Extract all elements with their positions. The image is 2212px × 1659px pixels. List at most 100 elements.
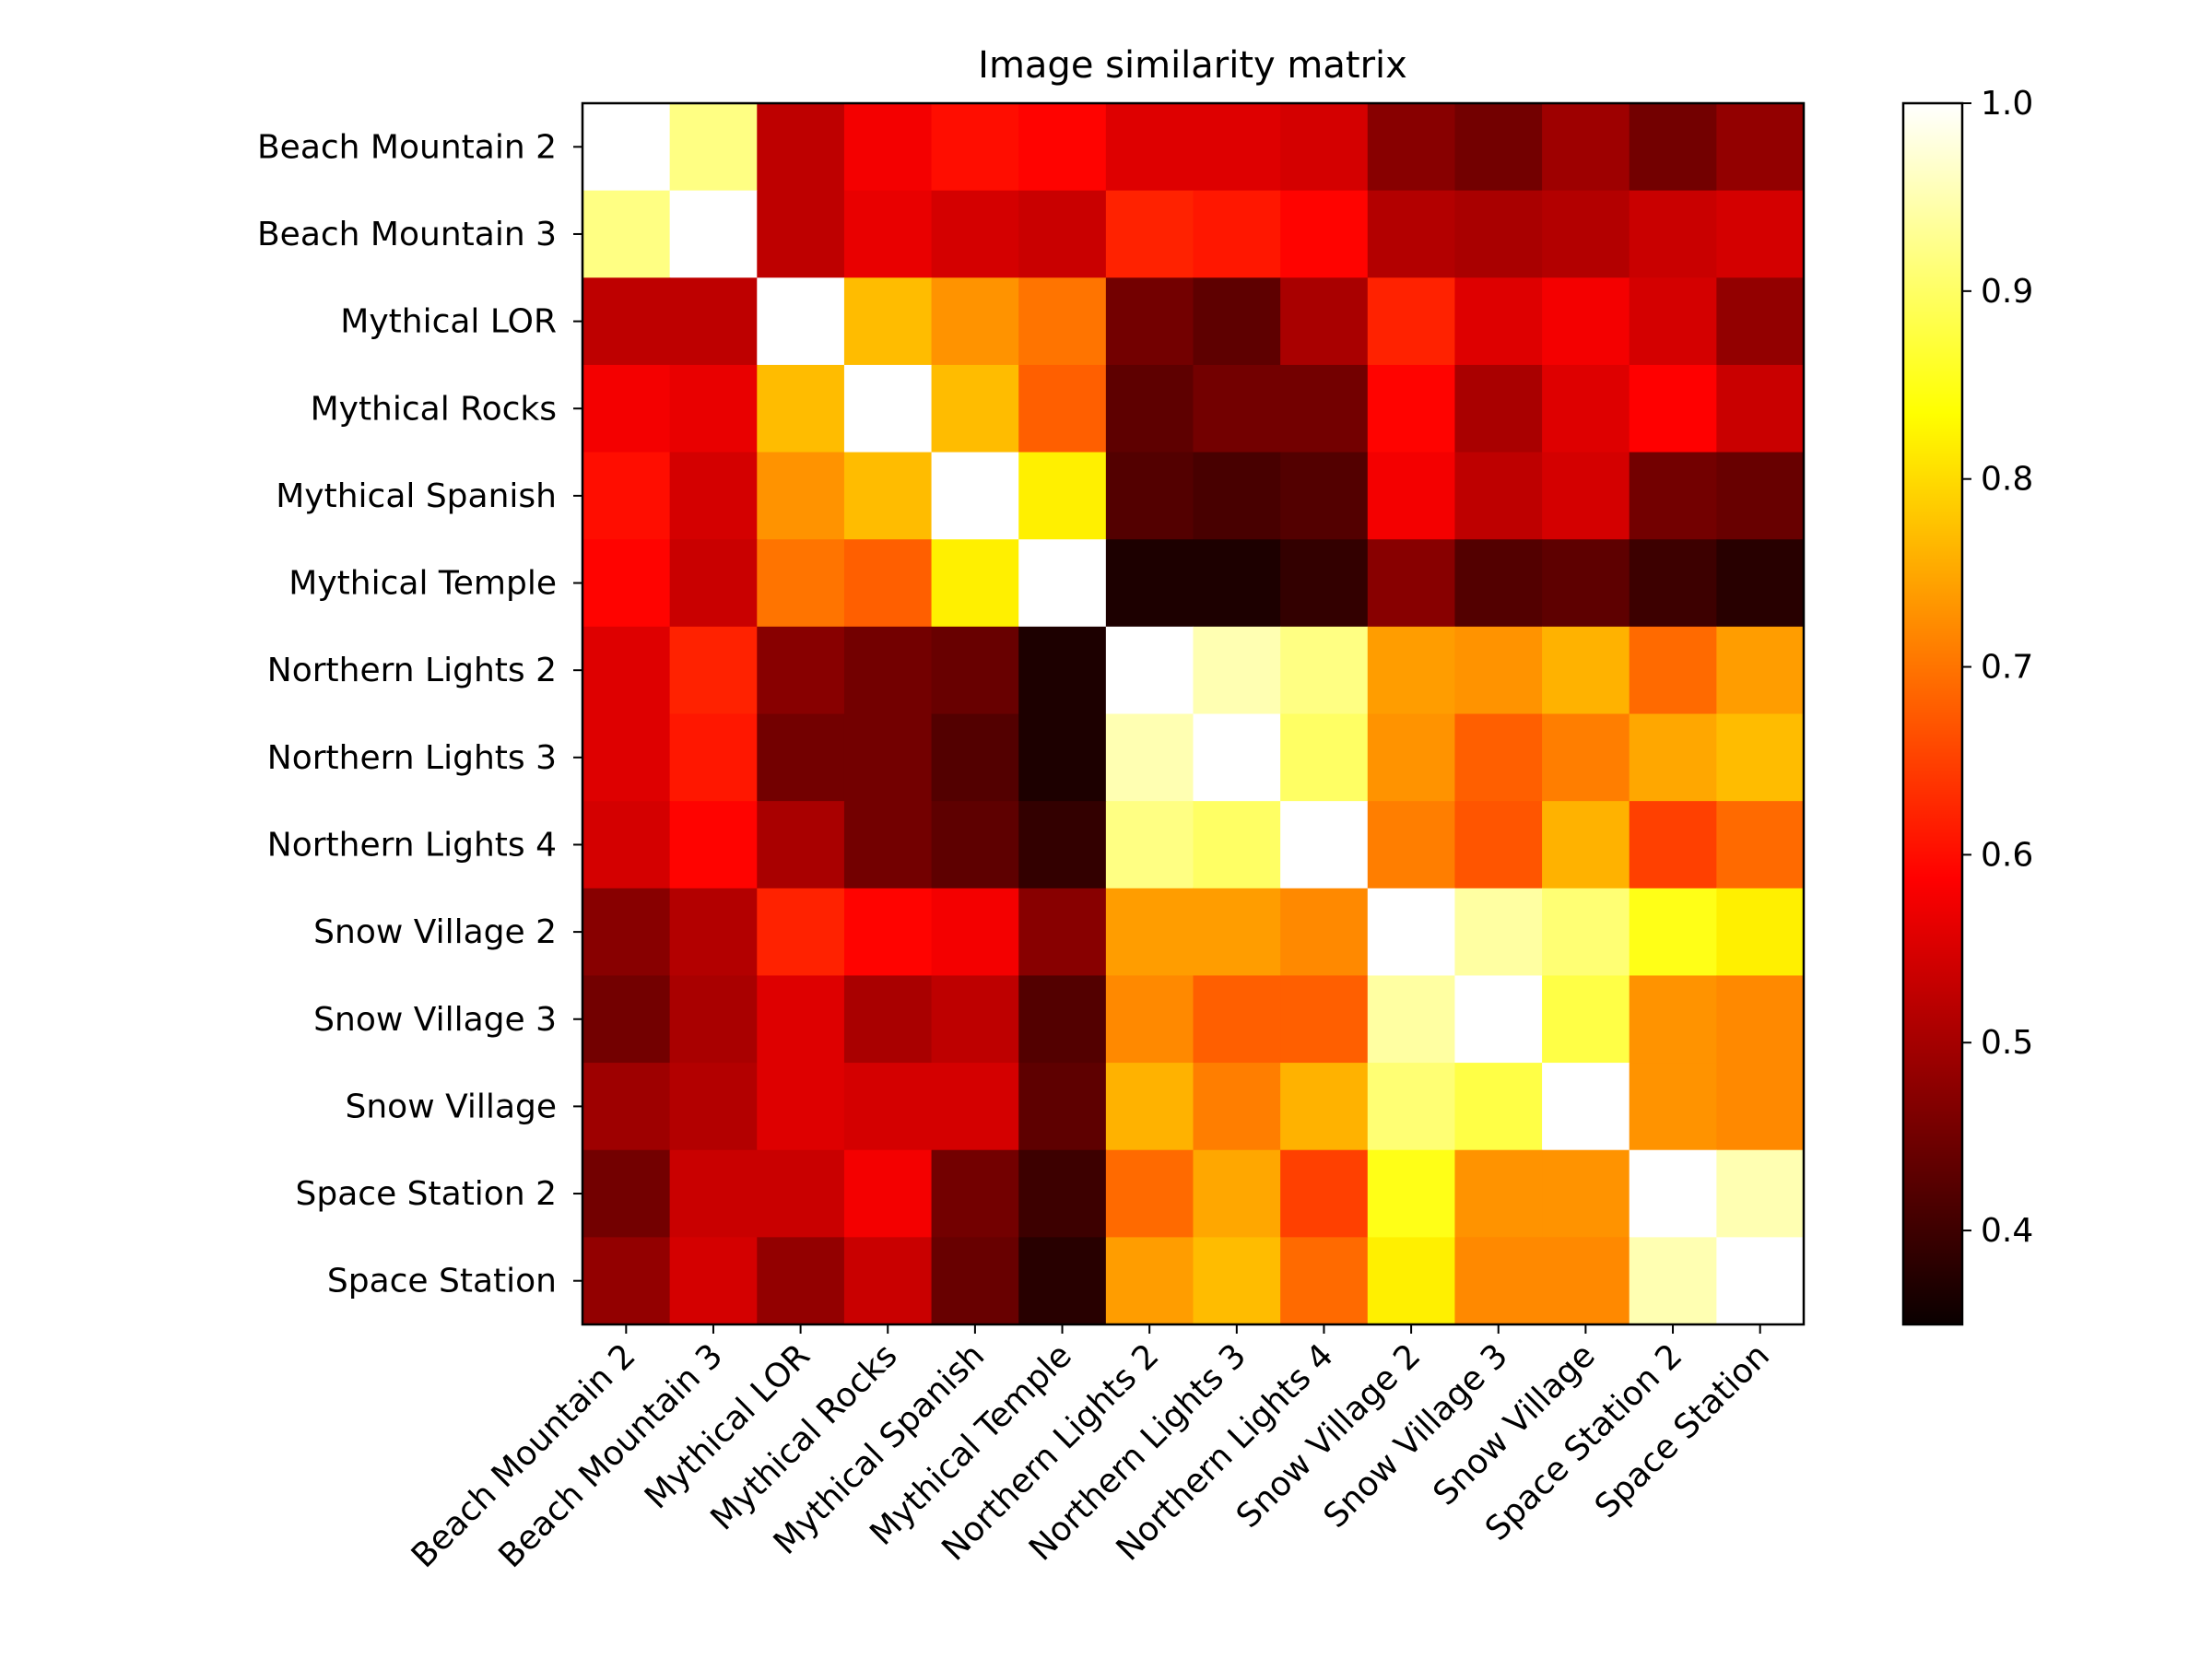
heatmap-cell (1716, 364, 1805, 453)
heatmap-cell (1629, 713, 1717, 802)
heatmap-cell (1193, 1237, 1281, 1325)
heatmap-cell (582, 975, 671, 1064)
heatmap-cell (1280, 1063, 1369, 1151)
heatmap-cell (1018, 190, 1107, 278)
heatmap-cell (843, 1237, 933, 1325)
heatmap-cell (757, 1149, 845, 1238)
heatmap-cell (1018, 888, 1107, 977)
heatmap-cell (1542, 103, 1630, 192)
heatmap-cell (1105, 888, 1194, 977)
heatmap-cell (1716, 1063, 1805, 1151)
y-tick-label: Mythical LOR (340, 303, 557, 341)
heatmap-cell (1629, 103, 1717, 192)
heatmap-cell (1629, 539, 1717, 628)
heatmap-cell (843, 1063, 933, 1151)
heatmap-cell (1629, 452, 1717, 540)
heatmap-cell (1542, 626, 1630, 715)
heatmap-cell (757, 888, 845, 977)
heatmap-cell (757, 539, 845, 628)
heatmap-cell (757, 801, 845, 889)
heatmap-cell (1280, 975, 1369, 1064)
heatmap-cell (1629, 1063, 1717, 1151)
colorbar: 0.4 0.5 0.6 0.7 0.8 0.9 1.0 (1901, 85, 2033, 1326)
y-tick-label: Mythical Spanish (276, 477, 557, 515)
heatmap-cell (757, 1237, 845, 1325)
heatmap-cell (931, 626, 1019, 715)
heatmap-cell (843, 277, 933, 366)
heatmap-cell (1542, 190, 1630, 278)
heatmap-cell (1454, 539, 1543, 628)
heatmap-cell (669, 713, 758, 802)
chart-title: Image similarity matrix (978, 44, 1407, 87)
heatmap-cell (1018, 801, 1107, 889)
heatmap-cell (931, 888, 1019, 977)
heatmap-cell (669, 103, 758, 192)
heatmap-cell (1018, 364, 1107, 453)
y-tick-label: Space Station 2 (296, 1175, 557, 1213)
heatmap-cell (1542, 713, 1630, 802)
heatmap-cell (1716, 713, 1805, 802)
heatmap-cell (1454, 1063, 1543, 1151)
colorbar-tick-label: 0.4 (1981, 1212, 2033, 1250)
heatmap-cells (582, 103, 1805, 1325)
heatmap-cell (1193, 1063, 1281, 1151)
heatmap-cell (1629, 888, 1717, 977)
y-tick-label: Beach Mountain 3 (257, 216, 557, 253)
heatmap-cell (1367, 452, 1456, 540)
heatmap-cell (582, 364, 671, 453)
heatmap-cell (1193, 190, 1281, 278)
heatmap-cell (757, 626, 845, 715)
colorbar-tick-label: 0.9 (1981, 273, 2033, 311)
heatmap-cell (1193, 801, 1281, 889)
heatmap-cell (1716, 452, 1805, 540)
heatmap-cell (1367, 1149, 1456, 1238)
heatmap-cell (1629, 975, 1717, 1064)
heatmap-cell (1280, 103, 1369, 192)
heatmap-cell (1454, 1237, 1543, 1325)
heatmap-cell (1193, 277, 1281, 366)
heatmap-cell (582, 539, 671, 628)
heatmap-cell (669, 190, 758, 278)
heatmap-cell (1542, 1063, 1630, 1151)
heatmap-cell (1454, 277, 1543, 366)
heatmap-cell (669, 1149, 758, 1238)
heatmap-cell (1629, 190, 1717, 278)
heatmap-cell (931, 1063, 1019, 1151)
heatmap-cell (1193, 364, 1281, 453)
heatmap-cell (1280, 626, 1369, 715)
heatmap-cell (1367, 1063, 1456, 1151)
heatmap-cell (582, 626, 671, 715)
heatmap-cell (669, 277, 758, 366)
colorbar-tick-label: 1.0 (1981, 85, 2033, 123)
heatmap-cell (931, 539, 1019, 628)
heatmap-cell (1367, 713, 1456, 802)
heatmap-cell (1716, 626, 1805, 715)
heatmap-cell (1018, 626, 1107, 715)
heatmap-cell (582, 277, 671, 366)
heatmap-cell (669, 1063, 758, 1151)
heatmap-cell (669, 539, 758, 628)
heatmap-cell (669, 888, 758, 977)
y-tick-label: Snow Village 2 (313, 913, 557, 951)
y-axis-ticks: Beach Mountain 2 Beach Mountain 3 Mythical… (257, 128, 582, 1300)
heatmap-cell (1629, 364, 1717, 453)
heatmap-cell (1367, 103, 1456, 192)
y-tick-label: Space Station (327, 1263, 557, 1300)
heatmap-cell (1280, 277, 1369, 366)
heatmap-cell (1716, 888, 1805, 977)
heatmap-cell (1629, 801, 1717, 889)
heatmap-cell (669, 1237, 758, 1325)
heatmap-cell (1105, 713, 1194, 802)
heatmap-cell (1542, 277, 1630, 366)
colorbar-tick-label: 0.5 (1981, 1024, 2033, 1062)
heatmap-cell (843, 190, 933, 278)
heatmap-cell (1018, 103, 1107, 192)
heatmap-cell (1716, 190, 1805, 278)
heatmap-cell (582, 1237, 671, 1325)
heatmap-cell (1542, 364, 1630, 453)
heatmap-cell (1193, 539, 1281, 628)
heatmap-cell (1454, 364, 1543, 453)
colorbar-frame (1901, 101, 1964, 1326)
heatmap-cell (1280, 190, 1369, 278)
